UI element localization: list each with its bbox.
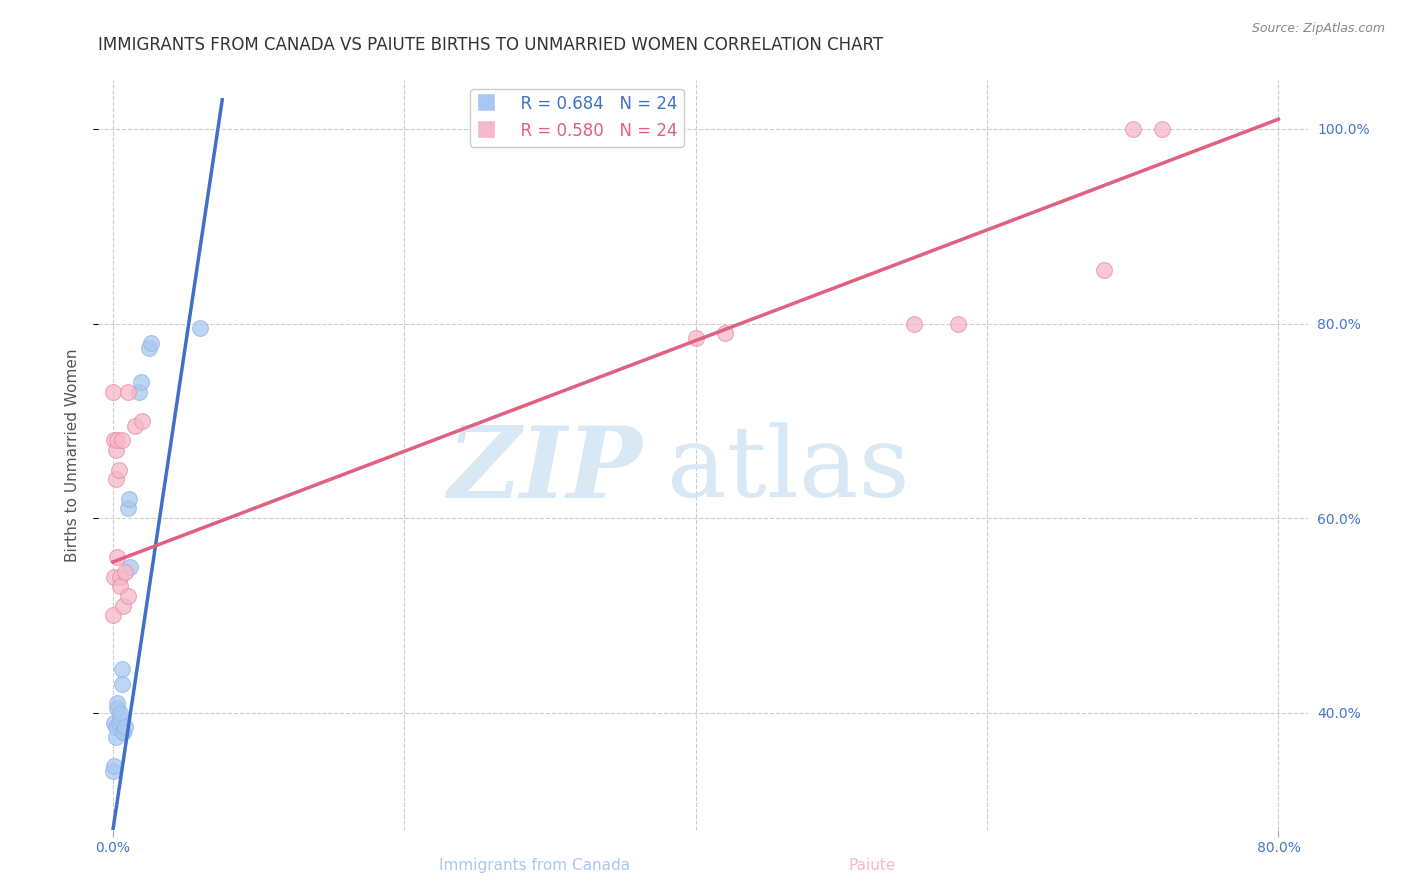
Text: Paiute: Paiute (848, 858, 896, 872)
Point (117, 384, 139, 399)
Point (903, 317, 925, 331)
Point (103, 434, 125, 448)
Point (104, 720, 127, 734)
Point (131, 414, 153, 428)
Text: IMMIGRANTS FROM CANADA VS PAIUTE BIRTHS TO UNMARRIED WOMEN CORRELATION CHART: IMMIGRANTS FROM CANADA VS PAIUTE BIRTHS … (98, 36, 883, 54)
Point (139, 336, 162, 351)
Point (112, 725, 135, 739)
Point (112, 725, 135, 739)
Point (105, 434, 128, 448)
Point (128, 384, 150, 399)
Y-axis label: Births to Unmarried Women: Births to Unmarried Women (65, 348, 80, 562)
Text: ZIP: ZIP (447, 422, 643, 518)
Point (117, 589, 139, 603)
Point (105, 696, 128, 710)
Point (104, 472, 127, 486)
Point (101, 608, 124, 623)
Point (120, 559, 142, 574)
Point (1150, 122, 1173, 136)
Point (714, 326, 737, 341)
Point (114, 720, 136, 734)
Point (1092, 263, 1115, 277)
Text: Immigrants from Canada: Immigrants from Canada (439, 858, 630, 872)
Point (112, 599, 135, 613)
Point (105, 701, 128, 715)
Point (111, 662, 134, 676)
Point (110, 706, 132, 720)
Point (110, 569, 132, 583)
Point (190, 321, 212, 335)
Point (1122, 122, 1144, 136)
Point (111, 676, 134, 690)
Point (101, 384, 124, 399)
Text: Source: ZipAtlas.com: Source: ZipAtlas.com (1251, 22, 1385, 36)
Point (117, 501, 139, 516)
Point (103, 715, 125, 730)
Text: atlas: atlas (666, 422, 910, 517)
Point (104, 730, 127, 744)
Point (685, 331, 707, 345)
Point (129, 375, 152, 389)
Point (138, 341, 160, 355)
Point (108, 715, 131, 730)
Point (110, 711, 132, 725)
Point (101, 764, 124, 779)
Point (108, 462, 131, 476)
Point (105, 550, 128, 565)
Point (124, 418, 146, 433)
Point (103, 759, 125, 773)
Point (114, 565, 136, 579)
Point (118, 491, 141, 506)
Point (111, 434, 134, 448)
Legend:   R = 0.684   N = 24,   R = 0.580   N = 24: R = 0.684 N = 24, R = 0.580 N = 24 (470, 88, 683, 146)
Point (104, 443, 127, 458)
Point (103, 569, 125, 583)
Point (110, 579, 132, 593)
Point (946, 317, 969, 331)
